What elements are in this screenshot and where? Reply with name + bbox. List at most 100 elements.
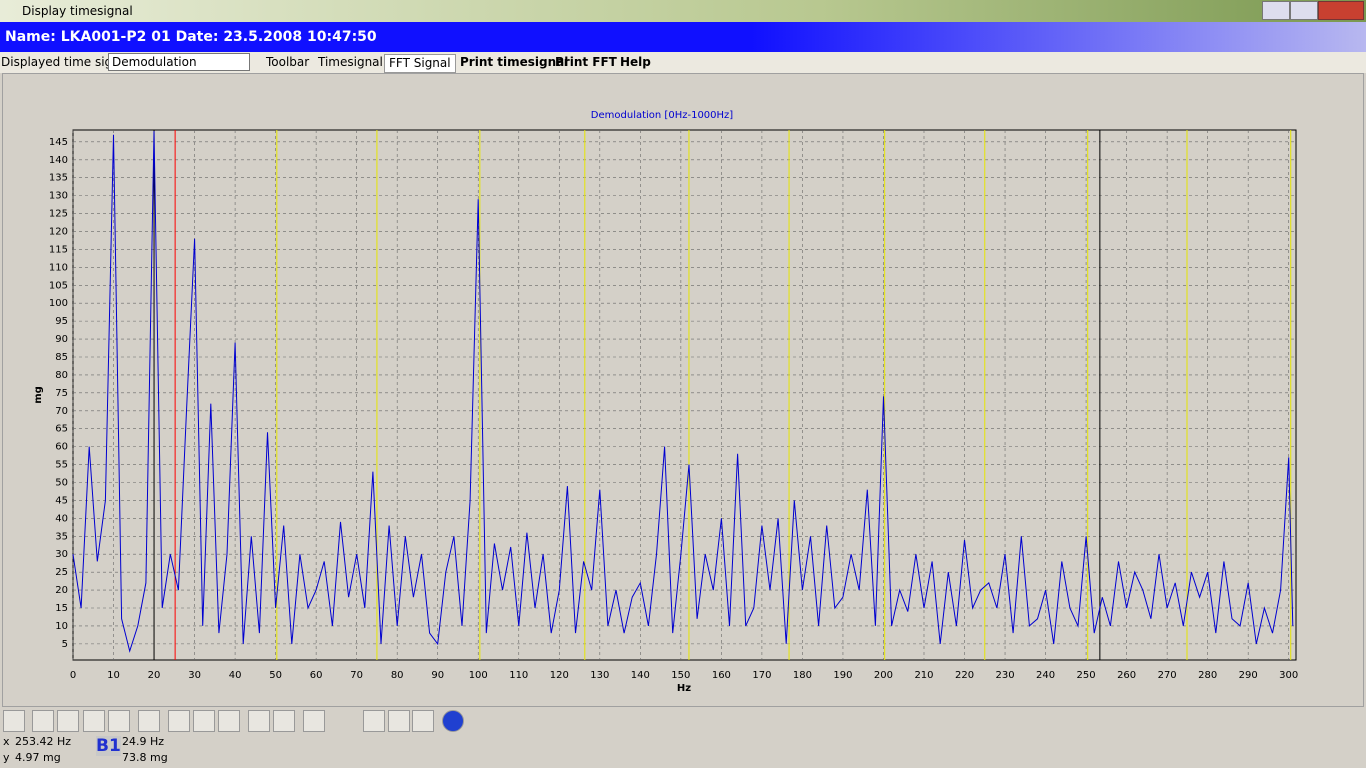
x-tick-label: 270 <box>1158 670 1177 681</box>
x-tick-label: 70 <box>350 670 363 681</box>
menu-item[interactable]: Toolbar <box>266 55 310 69</box>
signal-label: Displayed time signal <box>1 55 131 69</box>
first-button[interactable] <box>32 710 54 732</box>
menu-item[interactable]: Timesignal <box>318 55 383 69</box>
x-tick-label: 130 <box>590 670 609 681</box>
scale-button[interactable] <box>138 710 160 732</box>
pointer-button[interactable] <box>3 710 25 732</box>
y-tick-label: 70 <box>55 406 68 417</box>
y-tick-label: 15 <box>55 603 68 614</box>
title-bar: Display timesignal <box>0 0 1366 22</box>
info-button[interactable] <box>442 710 464 732</box>
sideband-button[interactable] <box>412 710 434 732</box>
x-tick-label: 140 <box>631 670 650 681</box>
x-tick-label: 240 <box>1036 670 1055 681</box>
y-tick-label: 95 <box>55 316 68 327</box>
select-value: Demodulation <box>112 55 197 69</box>
x-tick-label: 220 <box>955 670 974 681</box>
maximize-button[interactable] <box>1290 1 1318 20</box>
x-axis-label: Hz <box>677 683 691 694</box>
y-tick-label: 25 <box>55 567 68 578</box>
y-tick-label: 50 <box>55 477 68 488</box>
menu-item[interactable]: Print timesignal <box>460 55 569 69</box>
x-tick-label: 250 <box>1077 670 1096 681</box>
y-tick-label: 75 <box>55 388 68 399</box>
menu-item[interactable]: Help <box>620 55 651 69</box>
status-value: 4.97 mg <box>15 751 61 764</box>
last-button[interactable] <box>108 710 130 732</box>
x-tick-label: 300 <box>1279 670 1298 681</box>
zoom-button[interactable] <box>168 710 190 732</box>
y-tick-label: 115 <box>49 244 68 255</box>
zoom-button[interactable] <box>218 710 240 732</box>
cursor-name: B1 <box>96 736 121 756</box>
x-tick-label: 260 <box>1117 670 1136 681</box>
toolbar: Displayed time signal Demodulation Toolb… <box>0 52 1366 73</box>
x-tick-label: 20 <box>148 670 161 681</box>
cursor-button[interactable] <box>363 710 385 732</box>
x-tick-label: 0 <box>70 670 76 681</box>
x-tick-label: 190 <box>833 670 852 681</box>
x-tick-label: 120 <box>550 670 569 681</box>
close-button[interactable] <box>1318 1 1364 20</box>
name-bar: Name: LKA001-P2 01 Date: 23.5.2008 10:47… <box>0 22 1366 52</box>
y-tick-label: 45 <box>55 495 68 506</box>
y-tick-label: 125 <box>49 209 68 220</box>
marker-button[interactable] <box>273 710 295 732</box>
y-tick-label: 110 <box>49 262 68 273</box>
signal-select[interactable]: Demodulation <box>108 53 250 71</box>
x-tick-label: 160 <box>712 670 731 681</box>
y-tick-label: 130 <box>49 191 68 202</box>
chart: Demodulation [0Hz-1000Hz] Hz mg 5 10 15 20 2… <box>33 110 1298 694</box>
export-button[interactable] <box>303 710 325 732</box>
minimize-button[interactable] <box>1262 1 1290 20</box>
y-tick-label: 55 <box>55 460 68 471</box>
harmonic-button[interactable] <box>388 710 410 732</box>
y-tick-label: 100 <box>49 298 68 309</box>
y-tick-label: 35 <box>55 531 68 542</box>
x-tick-label: 100 <box>469 670 488 681</box>
y-tick-label: 135 <box>49 173 68 184</box>
y-tick-label: 80 <box>55 370 68 381</box>
record-name: Name: LKA001-P2 01 Date: 23.5.2008 10:47… <box>5 29 377 45</box>
y-tick-label: 5 <box>62 639 68 650</box>
x-tick-label: 230 <box>995 670 1014 681</box>
y-tick-label: 40 <box>55 513 68 524</box>
y-tick-label: 145 <box>49 137 68 148</box>
y-tick-label: 30 <box>55 549 68 560</box>
spectrum-line <box>72 131 1294 653</box>
x-tick-label: 200 <box>874 670 893 681</box>
status-value: 253.42 Hz <box>15 735 72 748</box>
x-tick-label: 290 <box>1239 670 1258 681</box>
y-tick-label: 105 <box>49 280 68 291</box>
y-tick-label: 90 <box>55 334 68 345</box>
x-tick-label: 280 <box>1198 670 1217 681</box>
peak-button[interactable] <box>248 710 270 732</box>
x-tick-label: 10 <box>107 670 120 681</box>
menu-item[interactable]: Print FFT <box>555 55 617 69</box>
x-tick-label: 180 <box>793 670 812 681</box>
next-button[interactable] <box>83 710 105 732</box>
x-tick-label: 40 <box>229 670 242 681</box>
zoom-button[interactable] <box>193 710 215 732</box>
x-tick-label: 30 <box>188 670 201 681</box>
cursor-x: 24.9 Hz <box>122 735 165 748</box>
chart-title: Demodulation [0Hz-1000Hz] <box>591 110 733 121</box>
y-tick-label: 65 <box>55 424 68 435</box>
x-tick-label: 210 <box>914 670 933 681</box>
status-label: x <box>3 735 10 748</box>
y-tick-label: 20 <box>55 585 68 596</box>
x-tick-label: 60 <box>310 670 323 681</box>
x-tick-label: 150 <box>671 670 690 681</box>
cursor-y: 73.8 mg <box>122 751 168 764</box>
menu-item[interactable]: FFT Signal <box>384 54 456 73</box>
x-tick-label: 80 <box>391 670 404 681</box>
y-tick-label: 60 <box>55 442 68 453</box>
status-label: y <box>3 751 10 764</box>
prev-button[interactable] <box>57 710 79 732</box>
y-axis-label: mg <box>33 386 44 404</box>
y-tick-label: 120 <box>49 226 68 237</box>
y-tick-label: 140 <box>49 155 68 166</box>
window-title: Display timesignal <box>22 4 133 18</box>
